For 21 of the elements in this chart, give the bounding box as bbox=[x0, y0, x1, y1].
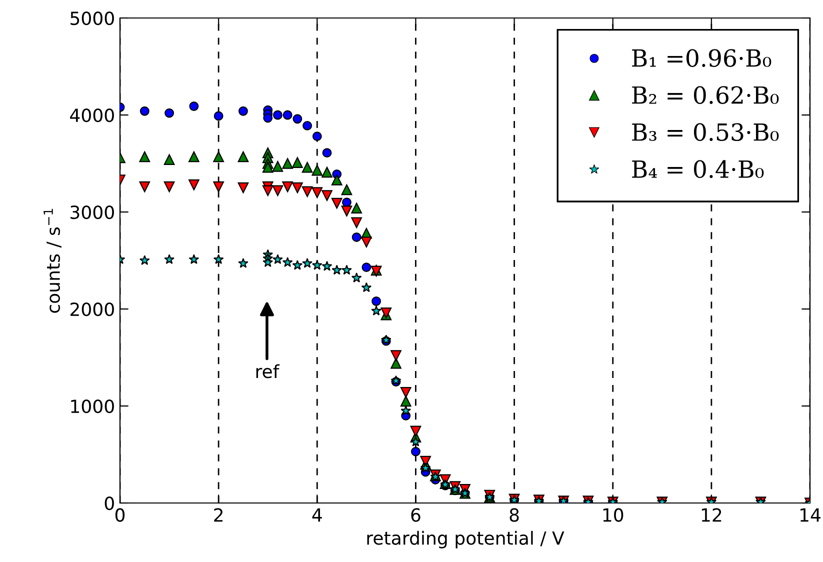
x-tick-label: 14 bbox=[800, 508, 820, 522]
x-tick-label: 4 bbox=[312, 508, 322, 522]
x-tick-label: 12 bbox=[702, 508, 722, 522]
annotation: ref bbox=[256, 364, 280, 378]
x-tick-label: 0 bbox=[115, 508, 125, 522]
legend-label: B₃ = 0.53·B₀ bbox=[632, 123, 779, 142]
y-tick-label: 0 bbox=[104, 496, 114, 510]
y-tick-label: 1000 bbox=[71, 399, 114, 414]
y-tick-label: 4000 bbox=[70, 108, 114, 122]
legend-label: B₁ =0.96·B₀ bbox=[632, 49, 772, 67]
x-tick-label: 2 bbox=[214, 508, 223, 522]
y-tick-label: 3000 bbox=[70, 205, 114, 220]
x-tick-label: 10 bbox=[603, 508, 624, 522]
x-tick-label: 6 bbox=[411, 508, 420, 522]
y-tick-label: 5000 bbox=[70, 11, 114, 26]
legend-label: B₄ = 0.4·B₀ bbox=[632, 160, 764, 178]
legend-label: B₂ = 0.62·B₀ bbox=[632, 86, 779, 104]
y-tick-label: 2000 bbox=[70, 302, 114, 316]
x-tick-label: 8 bbox=[510, 508, 519, 522]
x-axis-title: retarding potential / V bbox=[367, 530, 564, 548]
y-axis-title: counts / s$^{−1}$ bbox=[44, 208, 62, 313]
